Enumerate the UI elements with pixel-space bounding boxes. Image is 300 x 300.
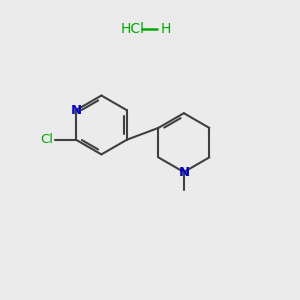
Text: HCl: HCl (121, 22, 145, 36)
Text: H: H (160, 22, 171, 36)
Text: Cl: Cl (40, 133, 53, 146)
Text: N: N (70, 104, 82, 117)
Text: N: N (178, 166, 189, 178)
